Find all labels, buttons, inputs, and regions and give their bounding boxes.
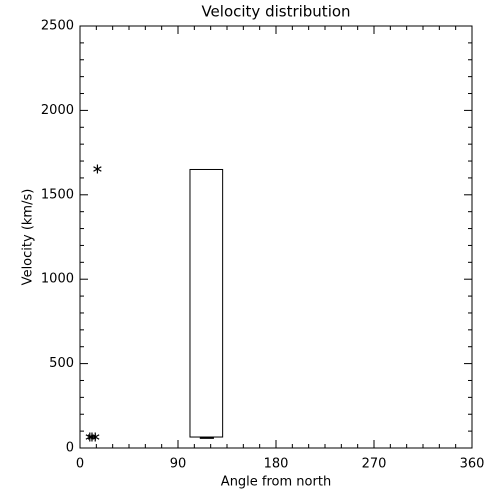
y-tick-label: 2500 <box>41 19 74 34</box>
x-tick-label: 0 <box>76 457 84 472</box>
y-axis-label: Velocity (km/s) <box>21 189 36 286</box>
y-tick-label: 1000 <box>41 272 74 287</box>
y-tick-label: 1500 <box>41 187 74 202</box>
point <box>91 432 100 442</box>
y-tick-label: 2000 <box>41 103 74 118</box>
x-axis-label: Angle from north <box>221 475 331 490</box>
x-tick-label: 270 <box>362 457 387 472</box>
x-tick-label: 90 <box>170 457 187 472</box>
chart-title: Velocity distribution <box>201 3 350 21</box>
plot-frame <box>79 25 473 449</box>
box <box>189 168 224 438</box>
point <box>87 432 97 442</box>
y-tick-label: 0 <box>66 441 74 456</box>
x-tick-label: 360 <box>460 457 485 472</box>
y-tick-label: 500 <box>49 356 74 371</box>
x-tick-label: 180 <box>264 457 289 472</box>
point <box>93 164 102 174</box>
